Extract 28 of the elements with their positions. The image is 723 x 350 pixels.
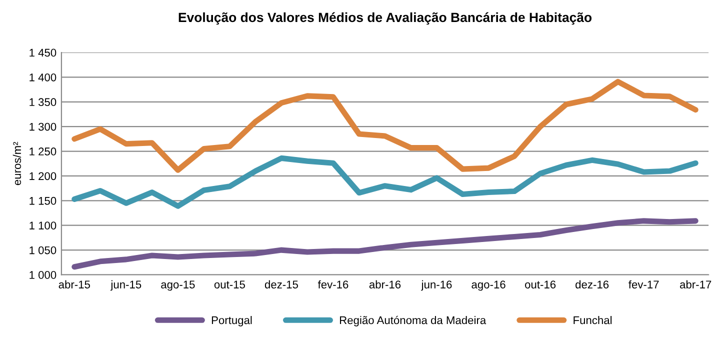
y-tick-label: 1 050 [30, 246, 56, 254]
x-tick-label: fev-16 [318, 280, 348, 288]
y-tick-label: 1 200 [30, 172, 56, 180]
y-tick-label: 1 450 [30, 48, 56, 57]
y-tick-label: 1 400 [30, 73, 56, 82]
y-tick-label: 1 000 [30, 271, 56, 279]
x-tick-label: abr-15 [58, 280, 90, 288]
y-tick-label: 1 300 [30, 122, 56, 131]
y-tick-label: 1 100 [30, 222, 56, 230]
legend-label: Funchal [574, 316, 612, 324]
x-tick-label: ago-16 [472, 280, 506, 291]
x-tick-label: abr-17 [680, 280, 712, 288]
x-tick-label: dez-15 [264, 280, 298, 288]
chart-title: Evolução dos Valores Médios de Avaliação Bancária de Habitação [178, 12, 592, 25]
y-tick-label: 1 350 [30, 98, 56, 106]
x-tick-label: out-16 [525, 280, 556, 288]
y-axis-title: euros/m² [12, 142, 22, 186]
x-tick-label: out-15 [214, 280, 245, 288]
x-tick-label: jun-15 [110, 280, 142, 291]
y-tick-label: 1 250 [30, 148, 56, 156]
legend-label: Região Autónoma da Madeira [340, 316, 486, 326]
y-tick-label: 1 150 [30, 196, 56, 205]
x-tick-label: ago-15 [161, 280, 195, 291]
x-tick-label: dez-16 [576, 280, 609, 288]
x-tick-label: fev-17 [628, 280, 659, 288]
x-tick-label: abr-16 [369, 280, 401, 288]
x-tick-label: jun-16 [421, 280, 452, 291]
legend-label: Portugal [212, 316, 252, 326]
